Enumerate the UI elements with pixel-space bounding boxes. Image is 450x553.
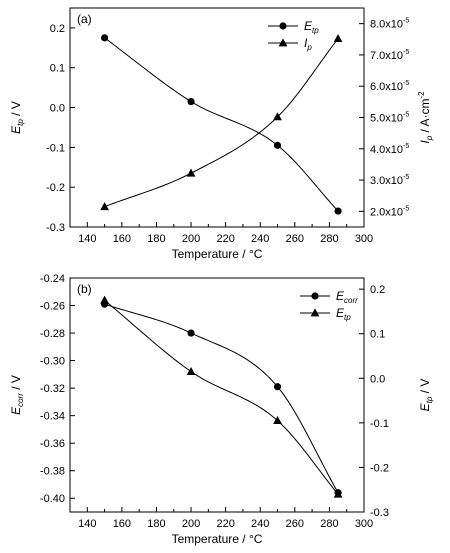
plot-frame [69,277,365,513]
data-point-triangle [273,112,282,121]
x-tick-label: 300 [355,518,373,530]
x-tick-label: 140 [78,518,96,530]
y-left-tick-label: -0.36 [40,438,65,450]
y-right-tick-label: 0.0 [370,373,385,385]
y-left-tick-label: -0.40 [40,493,65,505]
y-left-axis-title: Etp / V [9,101,25,134]
data-point-circle [334,207,342,215]
y-left-tick-label: 0.1 [50,63,65,75]
data-point-circle [273,141,282,149]
x-tick-label: 300 [355,233,373,245]
y-left-tick-label: -0.2 [46,182,65,194]
x-tick-label: 180 [147,233,165,245]
legend-label: Ip [304,36,312,52]
data-point-triangle [100,202,109,211]
plot-frame [69,7,365,228]
y-right-tick-label: -0.3 [370,507,389,519]
panel-a: 140 160 180 200 220 240 260 280 300 Temperature /… [9,7,434,261]
series-line-0 [104,303,339,493]
y-right-tick-label: 8.0x10-5 [370,18,409,31]
data-point-triangle [273,416,282,425]
y-left-tick-label: -0.34 [40,411,65,423]
legend-marker-triangle [310,308,320,317]
y-right-tick-label: 3.0x10-5 [370,174,409,187]
y-right-tick-label: 6.0x10-5 [370,80,409,93]
data-point-triangle [100,295,109,304]
y-right-tick-label: 7.0x10-5 [370,49,409,62]
y-left-tick-label: -0.28 [40,328,65,340]
data-point-triangle [186,367,196,375]
x-tick-label: 180 [147,518,165,530]
y-right-tick-label: 0.2 [370,284,385,296]
legend-marker-triangle [278,38,288,47]
y-left-tick-label: -0.24 [40,273,65,285]
x-tick-label: 200 [182,233,200,245]
x-tick-label: 220 [216,233,234,245]
y-right-tick-label: 2.0x10-5 [370,205,409,218]
data-point-circle [187,329,195,337]
series-line-0 [104,37,339,212]
y-left-tick-label: 0.2 [50,23,65,35]
y-right-tick-label: 0.1 [370,329,385,341]
y-left-tick-label: -0.3 [46,222,65,234]
panel-label: (a) [77,12,92,26]
data-point-triangle [333,489,343,498]
data-point-circle [187,97,195,106]
x-axis-title: Temperature / °C [172,247,263,261]
x-tick-label: 160 [113,518,131,530]
x-tick-label: 200 [182,518,200,530]
legend-label: Etp [304,19,319,35]
legend-marker-circle [311,292,319,300]
data-point-triangle [333,34,343,43]
y-left-tick-label: -0.26 [40,301,65,313]
y-right-tick-label: -0.1 [370,418,389,430]
x-tick-label: 240 [251,518,269,530]
y-left-axis-title: Ecorr / V [9,375,25,415]
x-tick-label: 240 [251,233,269,245]
y-left-tick-label: -0.30 [40,356,65,368]
y-right-tick-label: 5.0x10-5 [370,112,409,125]
y-right-tick-label: 4.0x10-5 [370,143,409,156]
data-point-circle [100,34,109,42]
data-point-triangle [186,168,196,177]
y-right-axis-title: Etp / V [418,379,434,412]
y-right-axis-title: Ip / A·cm-2 [417,91,434,144]
y-left-tick-label: -0.38 [40,466,65,478]
panel-label: (b) [77,282,92,296]
x-tick-label: 160 [113,233,131,245]
legend-marker-circle [279,22,287,30]
legend-label: Etp [336,306,351,322]
x-tick-label: 280 [320,233,338,245]
x-tick-label: 260 [286,518,304,530]
x-tick-label: 140 [78,233,96,245]
panel-b: 140 160 180 200 220 240 260 280 300 Temperature /… [9,273,434,546]
x-tick-label: 220 [216,518,234,530]
series-line-1 [104,38,339,208]
data-point-circle [273,383,282,391]
series-line-1 [104,299,339,495]
y-left-tick-label: 0.0 [50,103,65,115]
y-left-tick-label: -0.1 [46,142,65,154]
x-tick-label: 280 [320,518,338,530]
y-left-tick-label: -0.32 [40,383,65,395]
x-tick-label: 260 [286,233,304,245]
x-axis-title: Temperature / °C [172,532,263,546]
legend-label: Ecorr [336,289,358,305]
y-right-tick-label: -0.2 [370,462,389,474]
